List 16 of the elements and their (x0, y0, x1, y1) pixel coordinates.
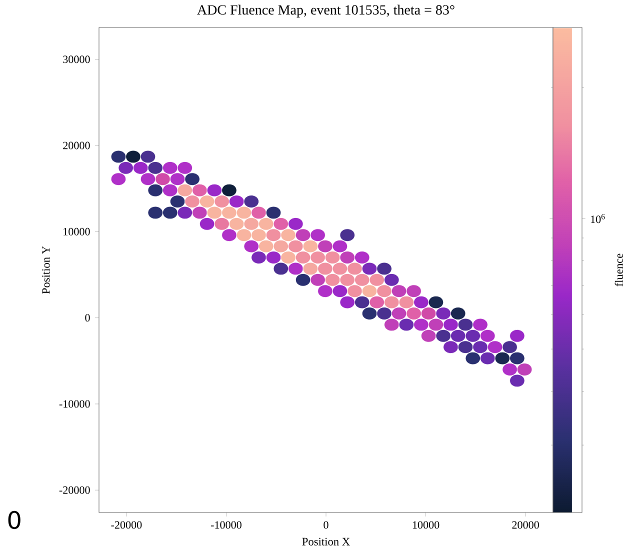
y-axis-title: Position Y (42, 246, 50, 294)
y-tick-label: -20000 (59, 486, 90, 494)
color-bar-title: fluence (614, 254, 623, 286)
x-tick-label: 20000 (512, 521, 539, 529)
y-tick-label: 30000 (63, 56, 90, 64)
y-tick-label: 10000 (64, 228, 90, 236)
chart-title: ADC Fluence Map, event 101535, theta = 83° (197, 4, 454, 18)
x-tick-label: 0 (324, 521, 328, 529)
y-tick-label: -10000 (59, 400, 90, 408)
x-tick-label: 10000 (412, 521, 440, 529)
x-tick-label: -20000 (111, 521, 142, 529)
y-tick-label: 0 (85, 314, 90, 322)
y-tick-label: 20000 (63, 142, 90, 150)
x-axis-title: Position X (302, 538, 350, 546)
x-tick-label: -10000 (210, 521, 242, 529)
text: 10$^{6}$ (591, 214, 605, 224)
